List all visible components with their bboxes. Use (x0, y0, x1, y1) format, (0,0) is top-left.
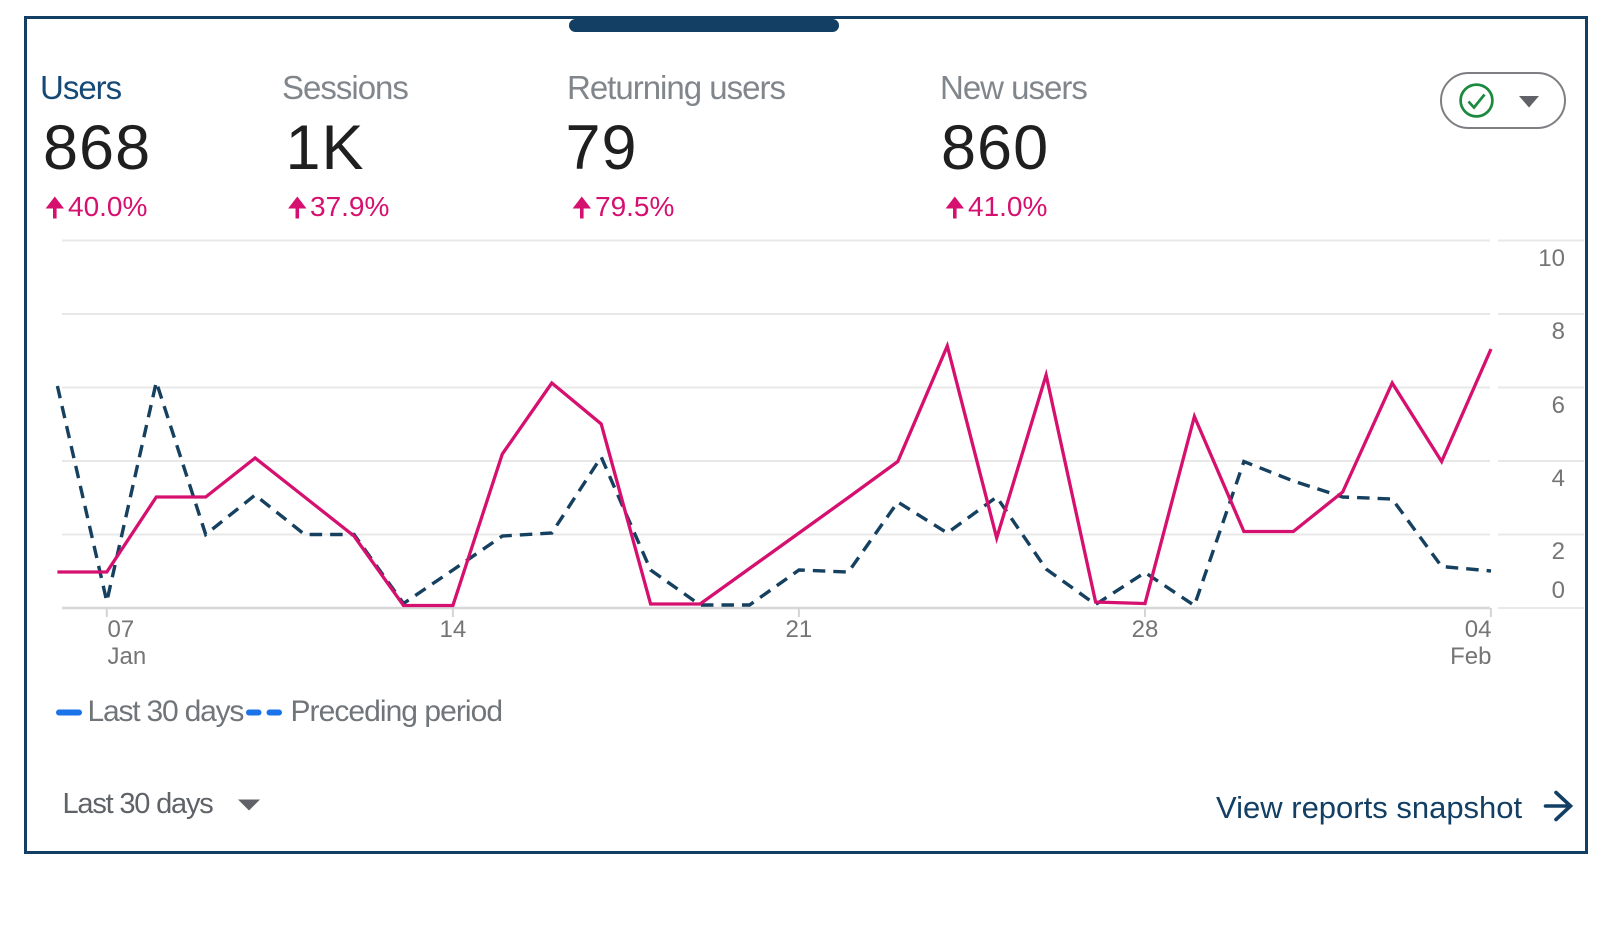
svg-text:0: 0 (1552, 577, 1565, 604)
svg-text:10: 10 (1538, 245, 1565, 272)
svg-text:14: 14 (440, 616, 467, 643)
svg-text:8: 8 (1552, 318, 1565, 345)
svg-text:21: 21 (786, 616, 813, 643)
svg-text:04: 04 (1465, 616, 1492, 643)
svg-text:6: 6 (1552, 392, 1565, 419)
svg-text:Jan: Jan (108, 643, 147, 670)
svg-text:4: 4 (1552, 465, 1565, 492)
svg-text:28: 28 (1132, 616, 1159, 643)
svg-text:07: 07 (108, 616, 135, 643)
svg-text:2: 2 (1552, 538, 1565, 565)
svg-text:Feb: Feb (1450, 643, 1491, 670)
